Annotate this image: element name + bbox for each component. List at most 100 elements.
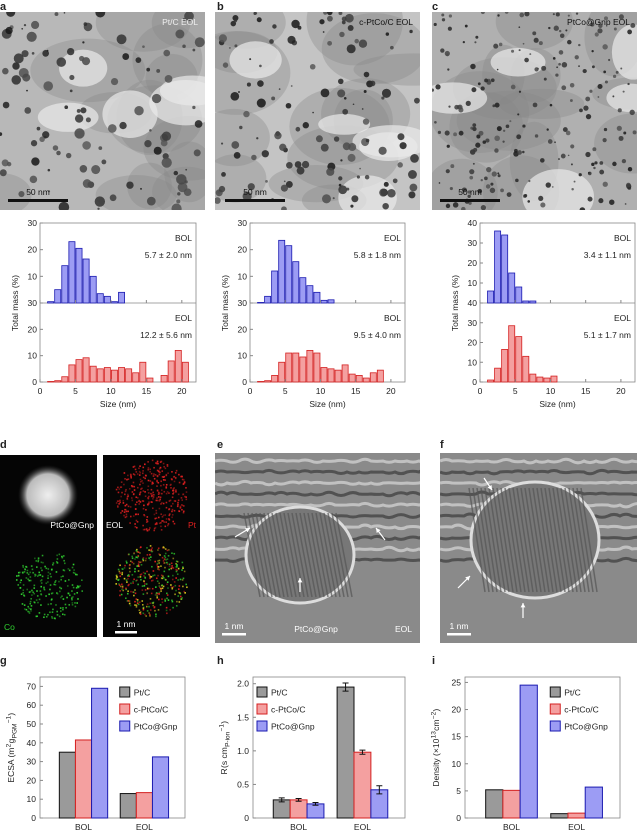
nanoparticle [524, 194, 528, 198]
element-signal [163, 465, 165, 468]
element-signal [23, 608, 26, 610]
element-signal [135, 471, 138, 473]
element-signal [168, 563, 171, 566]
co-map-label: Co [4, 622, 15, 632]
nanoparticle [583, 105, 589, 111]
nanoparticle [527, 200, 531, 203]
element-signal [158, 585, 161, 587]
x-tick-label: 15 [142, 386, 152, 396]
element-signal [146, 518, 148, 521]
element-signal [128, 553, 130, 556]
element-signal [135, 496, 138, 499]
element-signal [71, 602, 74, 604]
nanoparticle [238, 91, 240, 93]
series-label: EOL [384, 233, 401, 243]
element-signal [123, 472, 126, 474]
element-signal [59, 586, 61, 589]
element-signal [151, 550, 153, 553]
histogram-bar [536, 376, 544, 383]
element-signal [163, 558, 166, 561]
nanoparticle [591, 50, 594, 53]
element-signal [138, 503, 141, 505]
element-signal [159, 498, 161, 501]
nanoparticle [409, 29, 413, 34]
element-signal [146, 570, 148, 573]
element-signal [58, 580, 60, 583]
element-signal [181, 561, 184, 564]
element-signal [149, 527, 151, 529]
nanoparticle [230, 91, 240, 101]
nanoparticle [484, 78, 488, 83]
y-tick-label: 30 [468, 318, 478, 328]
bar [91, 687, 109, 819]
element-signal [156, 462, 158, 465]
nanoparticle [516, 134, 522, 140]
nanoparticle [13, 53, 24, 64]
element-signal [141, 589, 144, 591]
lattice-fringe [512, 487, 530, 593]
x-tick-label: 10 [106, 386, 116, 396]
element-signal [60, 576, 63, 578]
element-signal [152, 570, 155, 572]
lattice-fringe [295, 512, 313, 598]
element-signal [134, 558, 136, 560]
histogram-bar [54, 289, 62, 304]
element-signal [71, 590, 73, 592]
element-signal [55, 604, 57, 606]
element-signal [156, 580, 159, 583]
element-signal [61, 555, 63, 558]
element-signal [152, 602, 155, 604]
nanoparticle [618, 135, 624, 141]
element-signal [117, 568, 120, 571]
element-signal [168, 565, 171, 568]
nanoparticle [46, 49, 49, 52]
y-axis-label-part: 2 [6, 743, 13, 747]
bar [151, 756, 170, 819]
element-signal [73, 569, 75, 571]
element-signal [122, 589, 125, 592]
element-signal [171, 516, 173, 519]
element-signal [168, 519, 171, 521]
nanoparticle [518, 90, 522, 93]
element-signal [125, 588, 127, 591]
element-signal [182, 577, 185, 580]
element-signal [186, 586, 188, 589]
nanoparticle [565, 29, 568, 32]
element-signal [149, 598, 152, 600]
element-signal [33, 601, 35, 603]
nanoparticle [312, 111, 314, 114]
element-signal [127, 474, 129, 477]
nanoparticle [74, 128, 85, 139]
element-signal [48, 593, 50, 596]
nanoparticle [242, 191, 252, 201]
element-signal [59, 590, 61, 593]
nanoparticle [571, 187, 574, 191]
element-signal [134, 600, 136, 603]
element-signal [168, 508, 170, 511]
nanoparticle [582, 68, 587, 74]
element-signal [143, 581, 146, 583]
element-signal [135, 598, 138, 600]
nanoparticle [31, 157, 40, 166]
lattice-fringe [287, 512, 305, 598]
element-signal [45, 582, 48, 585]
nanoparticle [609, 199, 615, 205]
eds-pt-map [103, 455, 200, 552]
nanoparticle [517, 113, 520, 116]
element-signal [155, 512, 158, 514]
nanoparticle [543, 77, 547, 81]
element-signal [177, 493, 180, 496]
element-signal [40, 582, 43, 584]
nanoparticle [472, 123, 477, 127]
nanoparticle [66, 47, 75, 56]
nanoparticle [183, 188, 192, 197]
element-signal [166, 612, 168, 615]
element-signal [143, 504, 145, 507]
element-signal [50, 603, 52, 605]
lattice-fringe [259, 512, 277, 598]
element-signal [159, 586, 161, 589]
element-signal [124, 516, 127, 519]
element-signal [159, 466, 162, 469]
